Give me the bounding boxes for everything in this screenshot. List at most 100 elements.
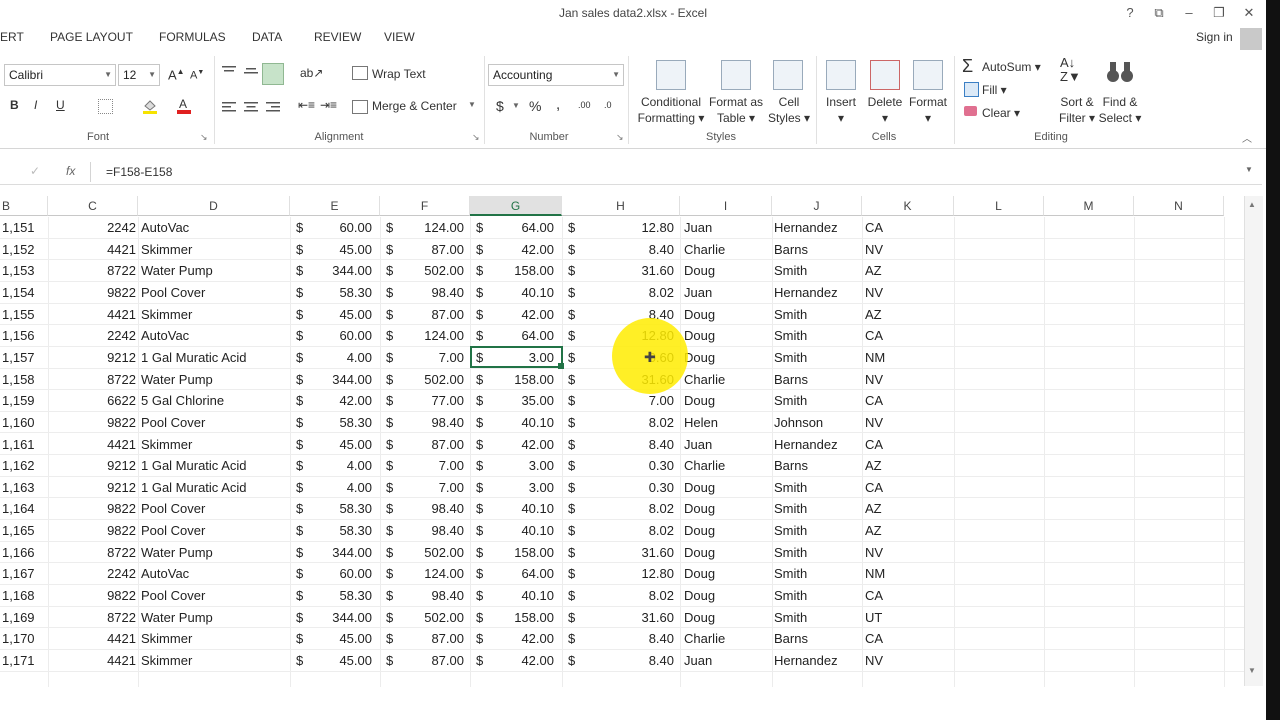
bottom-align-button[interactable]: [262, 63, 284, 85]
currency-symbol[interactable]: $: [296, 436, 304, 452]
cell-j[interactable]: Smith: [774, 263, 808, 279]
expand-formula-bar-icon[interactable]: ▼: [1245, 165, 1253, 174]
cell-b[interactable]: 1,166: [2, 544, 35, 560]
cell-d[interactable]: Water Pump: [141, 371, 213, 387]
cell-h[interactable]: 8.02: [648, 414, 674, 430]
currency-symbol[interactable]: $: [568, 544, 576, 560]
cell-g[interactable]: 40.10: [521, 523, 554, 539]
cell-d[interactable]: Pool Cover: [141, 284, 206, 300]
cell-f[interactable]: 502.00: [424, 609, 464, 625]
currency-symbol[interactable]: $: [568, 393, 576, 409]
cell-k[interactable]: CA: [865, 220, 884, 235]
currency-symbol[interactable]: $: [296, 479, 304, 495]
cell-h[interactable]: 0.30: [648, 458, 674, 474]
cell-g[interactable]: 64.00: [521, 566, 554, 582]
cell-k[interactable]: NV: [865, 241, 884, 257]
vertical-scrollbar[interactable]: [1244, 196, 1263, 686]
cell-f[interactable]: 87.00: [431, 436, 464, 452]
column-header-c[interactable]: C: [48, 196, 138, 216]
cell-c[interactable]: 2242: [107, 220, 136, 235]
cell-h[interactable]: 8.02: [648, 284, 674, 300]
cell-j[interactable]: Barns: [774, 458, 808, 474]
tab-review[interactable]: REVIEW: [314, 30, 362, 44]
cell-e[interactable]: 4.00: [346, 458, 372, 474]
currency-symbol[interactable]: $: [386, 328, 394, 344]
column-header-l[interactable]: L: [954, 196, 1044, 216]
increase-decimal-button[interactable]: .00: [578, 100, 591, 110]
cell-h[interactable]: 12.80: [641, 566, 674, 582]
decrease-decimal-button[interactable]: .0: [604, 100, 612, 110]
currency-symbol[interactable]: $: [386, 393, 394, 409]
currency-symbol[interactable]: $: [296, 414, 304, 430]
tab-data[interactable]: DATA: [252, 30, 283, 44]
cell-k[interactable]: CA: [865, 588, 884, 604]
increase-indent-icon[interactable]: ⇥≡: [320, 98, 338, 112]
cell-k[interactable]: CA: [865, 328, 884, 344]
cell-b[interactable]: 1,165: [2, 523, 35, 539]
currency-symbol[interactable]: $: [476, 501, 484, 517]
currency-symbol[interactable]: $: [476, 479, 484, 495]
cell-c[interactable]: 9822: [107, 414, 136, 430]
cell-h[interactable]: 31.60: [641, 544, 674, 560]
currency-symbol[interactable]: $: [296, 631, 304, 647]
cell-c[interactable]: 4421: [107, 241, 136, 257]
cell-i[interactable]: Doug: [684, 544, 716, 560]
currency-symbol[interactable]: $: [568, 241, 576, 257]
currency-symbol[interactable]: $: [296, 328, 304, 344]
cell-g[interactable]: 3.00: [528, 458, 554, 474]
currency-symbol[interactable]: $: [386, 436, 394, 452]
cell-f[interactable]: 98.40: [431, 414, 464, 430]
currency-symbol[interactable]: $: [386, 523, 394, 539]
chevron-down-icon[interactable]: ▼: [468, 100, 476, 109]
cell-c[interactable]: 2242: [107, 566, 136, 582]
currency-symbol[interactable]: $: [296, 349, 304, 365]
formula-input[interactable]: =F158-E158: [106, 165, 173, 179]
cell-g[interactable]: 40.10: [521, 588, 554, 604]
currency-symbol[interactable]: $: [568, 263, 576, 279]
column-header-b[interactable]: B: [0, 196, 48, 216]
cell-d[interactable]: 1 Gal Muratic Acid: [141, 349, 247, 365]
cell-k[interactable]: NV: [865, 284, 884, 300]
font-dialog-launcher-icon[interactable]: ↘: [200, 132, 208, 142]
format-as-table-button[interactable]: Format as Table ▾: [708, 95, 763, 125]
currency-symbol[interactable]: $: [476, 349, 484, 365]
currency-symbol[interactable]: $: [476, 566, 484, 582]
currency-symbol[interactable]: $: [568, 479, 576, 495]
minimize-button[interactable]: –: [1185, 5, 1193, 20]
cell-f[interactable]: 77.00: [431, 393, 464, 409]
cell-f[interactable]: 98.40: [431, 523, 464, 539]
cell-f[interactable]: 124.00: [424, 220, 464, 235]
cell-i[interactable]: Charlie: [684, 371, 726, 387]
cell-i[interactable]: Doug: [684, 306, 716, 322]
currency-symbol[interactable]: $: [296, 284, 304, 300]
currency-symbol[interactable]: $: [476, 544, 484, 560]
cell-f[interactable]: 87.00: [431, 631, 464, 647]
cell-h[interactable]: 12.80: [641, 220, 674, 235]
cell-j[interactable]: Smith: [774, 609, 808, 625]
cell-d[interactable]: 1 Gal Muratic Acid: [141, 479, 247, 495]
cell-c[interactable]: 8722: [107, 609, 136, 625]
currency-symbol[interactable]: $: [476, 523, 484, 539]
cell-k[interactable]: NV: [865, 371, 884, 387]
column-header-d[interactable]: D: [138, 196, 290, 216]
cell-e[interactable]: 45.00: [339, 306, 372, 322]
cell-j[interactable]: Smith: [774, 501, 808, 517]
cell-d[interactable]: Skimmer: [141, 653, 193, 668]
cell-e[interactable]: 344.00: [332, 609, 372, 625]
currency-symbol[interactable]: $: [568, 328, 576, 344]
cell-i[interactable]: Doug: [684, 501, 716, 517]
cell-c[interactable]: 2242: [107, 328, 136, 344]
top-align-icon[interactable]: [222, 64, 236, 82]
insert-function-button[interactable]: fx: [66, 164, 76, 178]
cell-g[interactable]: 3.00: [528, 349, 554, 365]
cell-d[interactable]: Pool Cover: [141, 588, 206, 604]
currency-symbol[interactable]: $: [568, 588, 576, 604]
cell-k[interactable]: NV: [865, 544, 884, 560]
currency-symbol[interactable]: $: [386, 241, 394, 257]
currency-symbol[interactable]: $: [476, 220, 484, 235]
cell-d[interactable]: Water Pump: [141, 263, 213, 279]
currency-symbol[interactable]: $: [296, 523, 304, 539]
clear-button[interactable]: Clear ▾: [982, 106, 1021, 120]
cell-c[interactable]: 8722: [107, 544, 136, 560]
cell-f[interactable]: 87.00: [431, 306, 464, 322]
